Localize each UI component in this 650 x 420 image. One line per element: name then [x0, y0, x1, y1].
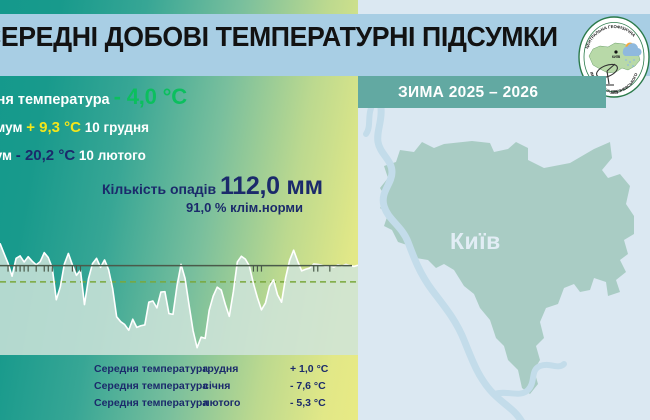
dnipro-river — [374, 96, 525, 420]
month-value: - 7,6 °C — [290, 380, 326, 392]
min-temperature-value: - 20,2 °C — [15, 147, 76, 164]
kyiv-map-svg — [358, 96, 650, 420]
season-label: ЗИМА 2025 – 2026 — [398, 84, 539, 101]
month-label: Середня температура — [94, 380, 209, 392]
max-temperature-label: Максимум — [0, 120, 23, 135]
map-label-kyiv: Київ — [450, 228, 501, 254]
month-label: Середня температура — [94, 363, 209, 375]
month-name: лютого — [203, 397, 241, 409]
max-temperature-date: 10 грудня — [84, 120, 149, 135]
precipitation-label: Кількість опадів — [102, 181, 217, 197]
monthly-averages-table: Середня температура грудня + 1,0 °C Сере… — [94, 361, 344, 412]
month-name: січня — [203, 380, 231, 392]
daily-temperature-chart-svg — [0, 242, 359, 355]
month-name: грудня — [203, 363, 239, 375]
title-band — [0, 14, 650, 76]
avg-temperature-value: - 4,0 °C — [113, 84, 187, 109]
avg-temperature-label: Середня температура — [0, 92, 110, 108]
avg-temperature-line: Середня температура - 4,0 °C — [0, 84, 187, 110]
chart-area-fill — [0, 243, 358, 355]
month-value: - 5,3 °C — [290, 397, 326, 409]
kyiv-dot-icon — [614, 50, 618, 54]
month-value: + 1,0 °C — [290, 363, 329, 375]
logo-year: 1855 — [610, 91, 618, 95]
logo-city-label: КИЇВ — [612, 55, 621, 59]
kyiv-map — [358, 96, 650, 420]
radar-dish-icon — [596, 63, 618, 86]
month-label: Середня температура — [94, 397, 209, 409]
observatory-logo-svg: КИЇВ ЦЕНТРАЛЬНА ГЕОФІЗИЧНА ІМЕНІ БОРИСА … — [578, 16, 650, 98]
season-band — [358, 76, 606, 108]
cloud-icon — [622, 43, 642, 57]
precipitation-norm: 91,0 % клім.норми — [186, 200, 304, 215]
chart-temperature-line — [0, 242, 359, 349]
kyiv-region-shape — [380, 141, 634, 394]
table-row: Середня температура січня - 7,6 °C — [94, 378, 344, 395]
dnipro-river-lower-branch — [491, 361, 567, 397]
daily-temperature-chart — [0, 225, 359, 355]
max-temperature-line: Максимум + 9,3 °C 10 грудня — [0, 119, 149, 136]
page-title: СЕРЕДНІ ДОБОВІ ТЕМПЕРАТУРНІ ПІДСУМКИ — [0, 21, 558, 52]
observatory-logo: КИЇВ ЦЕНТРАЛЬНА ГЕОФІЗИЧНА ІМЕНІ БОРИСА … — [578, 16, 650, 98]
min-temperature-label: Мінімум — [0, 148, 13, 163]
min-temperature-line: Мінімум - 20,2 °C 10 лютого — [0, 147, 146, 164]
top-strip-right — [358, 0, 650, 14]
rain-drops-icon — [625, 59, 635, 67]
precipitation-value: 112,0 мм — [220, 172, 323, 200]
min-temperature-date: 10 лютого — [78, 148, 146, 163]
max-temperature-value: + 9,3 °C — [26, 119, 81, 136]
table-row: Середня температура грудня + 1,0 °C — [94, 361, 344, 378]
precipitation-line: Кількість опадів 112,0 мм — [102, 172, 323, 201]
table-row: Середня температура лютого - 5,3 °C — [94, 395, 344, 412]
